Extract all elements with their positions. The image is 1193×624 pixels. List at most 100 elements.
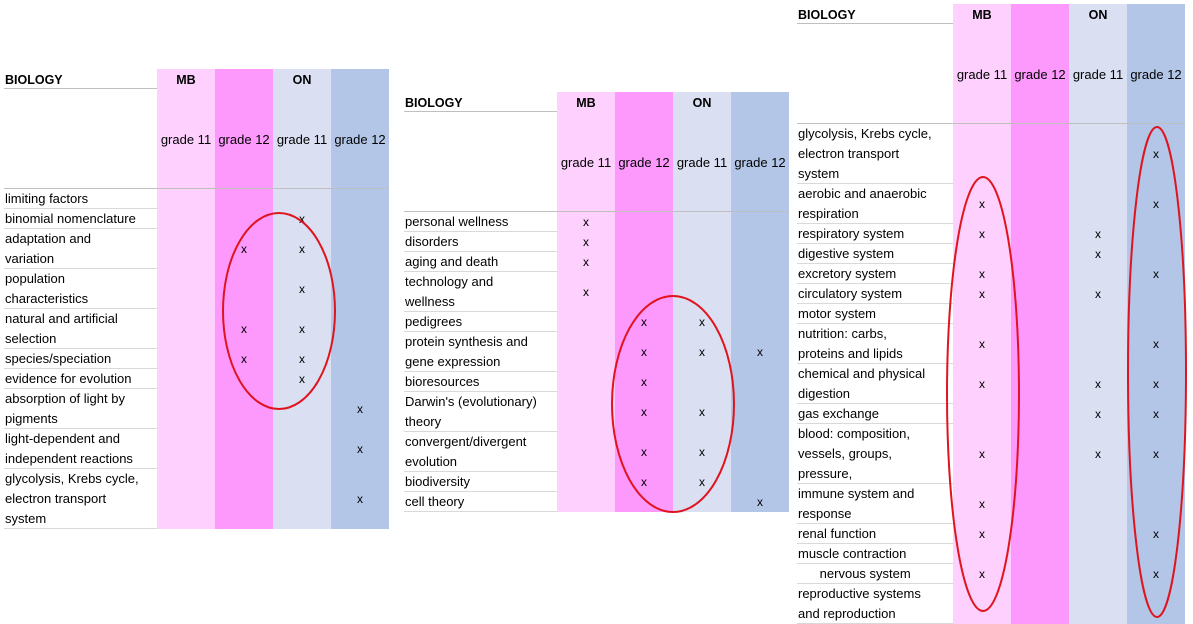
row-label: system [798,166,840,181]
row-divider [797,263,953,264]
row-divider [797,223,953,224]
row-label: cell theory [405,494,465,509]
check-mark: x [1153,527,1159,541]
row-label: bioresources [405,374,480,389]
row-label: evolution [405,454,458,469]
check-mark: x [641,375,647,389]
check-mark: x [979,337,985,351]
row-divider [404,231,557,232]
check-mark: x [299,212,305,226]
group-label-mb: MB [576,96,596,110]
check-mark: x [699,345,705,359]
row-label: proteins and lipids [798,346,903,361]
row-label: respiration [798,206,859,221]
row-label: population [5,271,65,286]
row-label: vessels, groups, [798,446,892,461]
row-label: evidence for evolution [5,371,132,386]
column-header: grade 12 [618,155,670,170]
row-divider [797,363,953,364]
table-title: BIOLOGY [798,8,856,22]
row-label: natural and artificial [5,311,118,326]
check-mark: x [641,345,647,359]
row-divider [797,583,953,584]
row-label: immune system and [798,486,915,501]
row-label: absorption of light by [5,391,125,406]
row-label: reproductive systems [798,586,921,601]
check-mark: x [1153,197,1159,211]
table-title: BIOLOGY [405,96,463,110]
check-mark: x [979,197,985,211]
header-divider [4,188,389,189]
check-mark: x [357,442,363,456]
row-divider [404,311,557,312]
check-mark: x [1153,377,1159,391]
column-header: grade 11 [160,132,212,147]
table-title: BIOLOGY [5,73,63,87]
row-label: convergent/divergent [405,434,527,449]
row-label: light-dependent and [5,431,120,446]
check-mark: x [357,402,363,416]
row-label: glycolysis, Krebs cycle, [798,126,932,141]
title-underline [404,111,557,112]
row-label: aerobic and anaerobic [798,186,927,201]
check-mark: x [241,242,247,256]
check-mark: x [979,267,985,281]
title-underline [797,23,953,24]
row-label: electron transport [798,146,900,161]
row-divider [797,563,953,564]
row-label: muscle contraction [798,546,907,561]
row-divider [404,511,557,512]
check-mark: x [1095,407,1101,421]
check-mark: x [1095,447,1101,461]
row-label: and reproduction [798,606,896,621]
check-mark: x [979,527,985,541]
row-divider [4,308,157,309]
row-label: pressure, [798,466,853,481]
row-label: Darwin's (evolutionary) [405,394,537,409]
row-label: digestion [798,386,851,401]
header-divider [797,123,1185,124]
check-mark: x [757,345,763,359]
row-divider [4,368,157,369]
check-mark: x [979,497,985,511]
row-label: disorders [405,234,459,249]
column-header: grade 12 [334,132,386,147]
row-label: nervous system [798,566,911,581]
row-label: binomial nomenclature [5,211,136,226]
column-header: grade 11 [560,155,612,170]
row-divider [797,283,953,284]
check-mark: x [1153,147,1159,161]
check-mark: x [641,315,647,329]
row-divider [797,183,953,184]
row-label: system [5,511,47,526]
column-header: grade 11 [676,155,728,170]
row-divider [797,303,953,304]
row-label: pedigrees [405,314,463,329]
check-mark: x [1095,287,1101,301]
check-mark: x [641,405,647,419]
group-label-mb: MB [176,73,196,87]
column-band [1011,4,1069,624]
row-label: respiratory system [798,226,905,241]
row-divider [404,391,557,392]
check-mark: x [979,567,985,581]
check-mark: x [979,287,985,301]
title-underline [4,88,157,89]
row-divider [4,388,157,389]
column-header: grade 11 [1072,67,1124,82]
check-mark: x [1153,447,1159,461]
row-label: independent reactions [5,451,133,466]
row-divider [4,268,157,269]
column-header: grade 11 [956,67,1008,82]
row-label: protein synthesis and [405,334,528,349]
row-divider [404,271,557,272]
column-header: grade 11 [276,132,328,147]
column-band [557,92,615,512]
check-mark: x [1095,247,1101,261]
group-label-on: ON [292,73,312,87]
check-mark: x [1153,407,1159,421]
check-mark: x [699,475,705,489]
check-mark: x [699,445,705,459]
check-mark: x [1153,337,1159,351]
row-label: electron transport [5,491,107,506]
